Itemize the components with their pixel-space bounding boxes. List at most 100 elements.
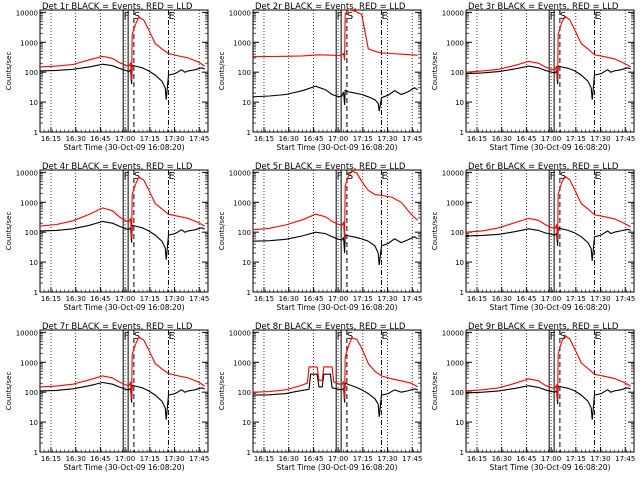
x-tick-label: 17:15 bbox=[353, 135, 373, 143]
y-tick-label: 1 bbox=[247, 449, 251, 457]
x-tick-label: 16:45 bbox=[303, 455, 323, 463]
flare-marker-E-label: E bbox=[594, 11, 600, 22]
flare-marker-S-label: S bbox=[560, 331, 566, 342]
y-tick-label: 10000 bbox=[16, 169, 38, 177]
lld-series-line bbox=[465, 334, 631, 400]
panel-title: Det 3r BLACK = Events, RED = LLD bbox=[468, 2, 619, 12]
x-tick-label: 17:45 bbox=[615, 455, 635, 463]
y-tick-label: 10000 bbox=[229, 169, 251, 177]
y-tick-label: 10 bbox=[29, 99, 38, 107]
flare-marker-F-label: F bbox=[124, 171, 130, 182]
flare-marker-S-label: S bbox=[347, 11, 353, 22]
detector-panel-7: Det 7r BLACK = Events, RED = LLD 1 10 100 10… bbox=[0, 320, 213, 480]
x-tick-label: 17:00 bbox=[328, 135, 348, 143]
flare-marker-S-label: S bbox=[134, 331, 140, 342]
plot-frame bbox=[465, 9, 635, 133]
y-tick-label: 10 bbox=[455, 419, 464, 427]
y-tick-label: 10 bbox=[242, 259, 251, 267]
y-tick-label: 1000 bbox=[233, 359, 251, 367]
x-tick-label: 17:30 bbox=[377, 455, 397, 463]
x-tick-label: 16:45 bbox=[303, 135, 323, 143]
panel-svg: Det 1r BLACK = Events, RED = LLD 1 10 100 10… bbox=[5, 2, 209, 152]
y-axis-label: Counts/sec bbox=[218, 372, 226, 411]
x-tick-label: 17:30 bbox=[164, 455, 184, 463]
panel-svg: Det 7r BLACK = Events, RED = LLD 1 10 100 10… bbox=[5, 322, 209, 472]
events-series-line bbox=[252, 85, 418, 112]
events-series-line bbox=[39, 381, 205, 420]
detector-panel-6: Det 6r BLACK = Events, RED = LLD 1 10 100 10… bbox=[426, 160, 639, 320]
y-tick-label: 100 bbox=[451, 389, 464, 397]
x-tick-label: 17:45 bbox=[402, 455, 422, 463]
x-tick-label: 17:30 bbox=[590, 455, 610, 463]
x-tick-label: 17:00 bbox=[328, 455, 348, 463]
x-tick-label: 17:00 bbox=[115, 455, 135, 463]
x-tick-label: 17:00 bbox=[541, 295, 561, 303]
x-tick-label: 16:15 bbox=[467, 455, 487, 463]
flare-marker-F-label: F bbox=[337, 331, 343, 342]
x-tick-label: 16:15 bbox=[254, 455, 274, 463]
flare-marker-F-label: F bbox=[124, 11, 130, 22]
flare-marker-E-label: E bbox=[594, 331, 600, 342]
detector-panel-4: Det 4r BLACK = Events, RED = LLD 1 10 100 10… bbox=[0, 160, 213, 320]
plot-frame bbox=[252, 329, 422, 453]
y-axis-label: Counts/sec bbox=[5, 372, 13, 411]
panel-title: Det 5r BLACK = Events, RED = LLD bbox=[255, 162, 406, 172]
y-tick-label: 10000 bbox=[229, 9, 251, 17]
x-tick-label: 16:30 bbox=[279, 135, 299, 143]
detector-panel-3: Det 3r BLACK = Events, RED = LLD 1 10 100 10… bbox=[426, 0, 639, 160]
x-tick-label: 17:15 bbox=[140, 455, 160, 463]
x-tick-label: 16:30 bbox=[66, 135, 86, 143]
x-tick-label: 17:30 bbox=[164, 135, 184, 143]
x-tick-label: 17:45 bbox=[615, 135, 635, 143]
y-tick-label: 1 bbox=[247, 129, 251, 137]
x-tick-label: 17:45 bbox=[402, 295, 422, 303]
x-tick-label: 16:15 bbox=[467, 295, 487, 303]
y-tick-label: 1000 bbox=[233, 39, 251, 47]
y-tick-label: 10 bbox=[242, 99, 251, 107]
detector-panel-5: Det 5r BLACK = Events, RED = LLD 1 10 100 10… bbox=[213, 160, 426, 320]
x-tick-label: 17:45 bbox=[189, 135, 209, 143]
detector-panel-1: Det 1r BLACK = Events, RED = LLD 1 10 100 10… bbox=[0, 0, 213, 160]
x-tick-label: 16:45 bbox=[516, 295, 536, 303]
panel-title: Det 4r BLACK = Events, RED = LLD bbox=[42, 162, 193, 172]
x-tick-label: 16:30 bbox=[492, 295, 512, 303]
x-tick-label: 17:00 bbox=[328, 295, 348, 303]
x-tick-label: 16:30 bbox=[279, 455, 299, 463]
x-tick-label: 16:45 bbox=[90, 135, 110, 143]
x-tick-label: 17:00 bbox=[115, 295, 135, 303]
panel-title: Det 2r BLACK = Events, RED = LLD bbox=[255, 2, 406, 12]
flare-marker-F-label: F bbox=[124, 331, 130, 342]
x-tick-label: 17:00 bbox=[541, 455, 561, 463]
x-tick-label: 17:15 bbox=[566, 295, 586, 303]
lld-series-line bbox=[252, 170, 419, 239]
x-axis-label: Start Time (30-Oct-09 16:08:20) bbox=[276, 463, 397, 472]
x-tick-label: 16:30 bbox=[66, 295, 86, 303]
flare-marker-S-label: S bbox=[560, 11, 566, 22]
events-series-line bbox=[39, 220, 205, 260]
x-axis-label: Start Time (30-Oct-09 16:08:20) bbox=[489, 463, 610, 472]
flare-marker-E-label: E bbox=[381, 331, 387, 342]
y-tick-label: 10000 bbox=[16, 329, 38, 337]
panel-svg: Det 5r BLACK = Events, RED = LLD 1 10 100 10… bbox=[218, 162, 422, 312]
flare-marker-S-label: S bbox=[134, 11, 140, 22]
y-axis-label: Counts/sec bbox=[431, 372, 439, 411]
flare-marker-F-label: F bbox=[337, 11, 343, 22]
y-tick-label: 1 bbox=[460, 129, 464, 137]
y-tick-label: 100 bbox=[25, 389, 38, 397]
y-axis-label: Counts/sec bbox=[431, 212, 439, 251]
events-series-line bbox=[252, 231, 418, 266]
x-axis-label: Start Time (30-Oct-09 16:08:20) bbox=[63, 143, 184, 152]
plot-frame bbox=[39, 9, 209, 133]
x-tick-label: 16:30 bbox=[492, 455, 512, 463]
flare-marker-E-label: E bbox=[594, 171, 600, 182]
y-tick-label: 1 bbox=[460, 289, 464, 297]
flare-marker-E-label: E bbox=[168, 11, 174, 22]
x-tick-label: 17:45 bbox=[189, 455, 209, 463]
x-tick-label: 17:15 bbox=[353, 295, 373, 303]
x-axis-label: Start Time (30-Oct-09 16:08:20) bbox=[276, 143, 397, 152]
y-tick-label: 100 bbox=[238, 69, 251, 77]
plot-frame bbox=[39, 329, 209, 453]
plot-frame bbox=[252, 9, 422, 133]
x-tick-label: 17:45 bbox=[189, 295, 209, 303]
y-axis-label: Counts/sec bbox=[5, 212, 13, 251]
